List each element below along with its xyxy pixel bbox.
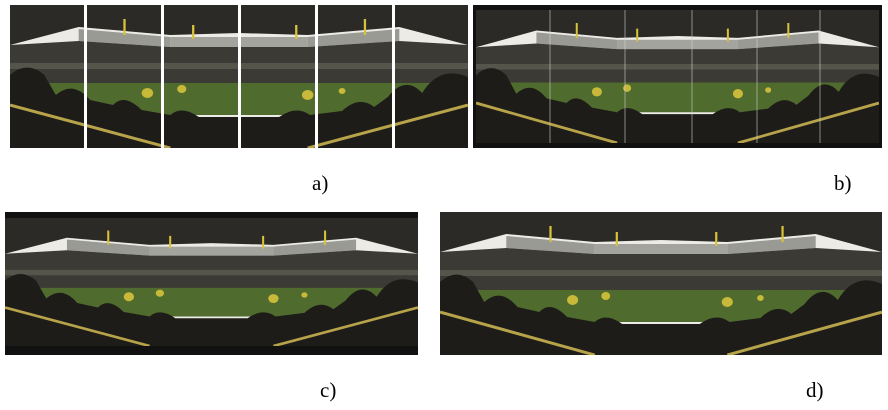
panel-label: b) xyxy=(834,171,852,195)
panel-c xyxy=(5,212,418,355)
page: a) b) c) d) (() => { const data = JSON.p… xyxy=(0,0,888,405)
panel-b xyxy=(473,5,882,148)
panel-label: a) xyxy=(312,171,328,195)
panel-a xyxy=(10,5,468,148)
panel-d xyxy=(440,212,882,355)
panel-label: d) xyxy=(806,378,824,402)
panel-label: c) xyxy=(320,378,336,402)
figure: a) b) c) d) xyxy=(0,0,888,405)
